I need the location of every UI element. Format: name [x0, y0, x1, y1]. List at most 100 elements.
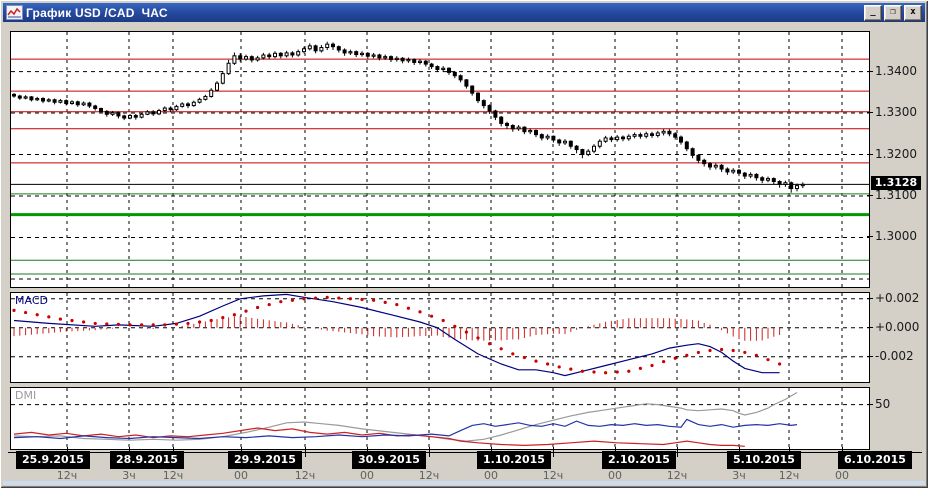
candle — [29, 96, 34, 101]
candle — [592, 145, 596, 152]
macd-signal-dot — [546, 362, 550, 366]
candle — [516, 126, 521, 130]
candle — [23, 96, 28, 99]
macd-signal-dot — [105, 322, 109, 326]
candle — [99, 107, 103, 112]
candle — [162, 107, 167, 112]
macd-signal-dot — [198, 320, 202, 324]
candle — [116, 112, 121, 117]
dmi-line-ADX — [13, 391, 798, 442]
candle — [70, 101, 74, 105]
candle — [621, 136, 625, 140]
price-axis-label: 1.3000 — [875, 229, 917, 244]
axis-tick-mark — [867, 326, 873, 328]
price-axis-label: 1.3100 — [875, 187, 917, 202]
candle — [394, 57, 399, 61]
macd-signal-dot — [743, 350, 747, 355]
macd-signal-dot — [348, 297, 352, 301]
candle — [696, 154, 701, 161]
candle — [371, 54, 376, 57]
macd-signal-dot — [256, 305, 260, 310]
macd-signal-dot — [754, 353, 759, 357]
chart-icon — [6, 5, 23, 20]
candle — [423, 60, 428, 65]
candle — [464, 79, 469, 87]
macd-signal-dot — [418, 310, 422, 314]
candle — [441, 67, 446, 70]
dmi-label: DMI — [15, 389, 37, 402]
hour-label: 12ч — [542, 469, 564, 482]
macd-chart[interactable] — [11, 293, 869, 382]
date-box: 5.10.2015 — [727, 451, 801, 469]
maximize-button[interactable]: ❐ — [884, 4, 902, 21]
date-tick-mark — [305, 447, 306, 457]
candle — [568, 140, 573, 147]
candle — [800, 183, 805, 187]
candle — [186, 103, 190, 107]
date-box: 6.10.2015 — [838, 451, 912, 469]
candle — [307, 45, 312, 50]
hour-label: 00 — [608, 469, 622, 482]
date-box: 30.9.2015 — [352, 451, 426, 469]
candle — [52, 99, 57, 103]
candle — [719, 164, 724, 170]
price-chart[interactable] — [11, 32, 869, 287]
candle — [168, 107, 173, 111]
date-box: 1.10.2015 — [477, 451, 551, 469]
candle — [684, 141, 689, 150]
candle — [336, 46, 341, 51]
candle — [122, 115, 127, 119]
candle — [360, 52, 364, 56]
macd-signal-dot — [731, 348, 735, 353]
axis-tick-mark — [867, 355, 873, 357]
candle — [458, 75, 463, 81]
candle — [75, 101, 80, 106]
macd-signal-dot — [696, 350, 701, 355]
candle — [58, 100, 63, 103]
candle — [139, 113, 144, 118]
candle — [174, 105, 179, 111]
candle — [389, 56, 393, 61]
candle — [110, 112, 115, 115]
date-box: 2.10.2015 — [602, 451, 676, 469]
candle — [476, 92, 480, 102]
candle — [290, 52, 295, 56]
date-axis-line — [8, 452, 922, 453]
candle — [151, 111, 156, 115]
candle — [220, 73, 225, 84]
close-button[interactable]: x — [904, 4, 922, 21]
dmi-line-+DI — [13, 427, 745, 447]
macd-signal-dot — [12, 308, 16, 312]
title-bar[interactable]: График USD /CAD ЧАС _ ❐ x — [3, 3, 925, 22]
candle — [597, 140, 602, 147]
macd-signal-dot — [441, 318, 445, 323]
minimize-button[interactable]: _ — [864, 4, 882, 21]
macd-signal-dot — [580, 369, 585, 373]
candle — [771, 178, 776, 182]
macd-signal-dot — [511, 352, 515, 356]
candle — [742, 172, 747, 177]
date-tick-mark — [677, 447, 678, 457]
candle — [87, 102, 92, 107]
candle — [325, 43, 330, 49]
candle — [783, 182, 788, 185]
date-box: 25.9.2015 — [16, 451, 90, 469]
candle — [197, 98, 202, 103]
candle — [690, 148, 695, 156]
macd-panel: MACD — [10, 292, 870, 383]
candle — [673, 133, 678, 138]
dmi-chart[interactable] — [11, 388, 869, 449]
price-panel — [10, 31, 870, 288]
macd-signal-dot — [720, 347, 724, 352]
hour-label: 00 — [234, 469, 248, 482]
candle — [354, 51, 359, 56]
macd-signal-dot — [360, 297, 364, 302]
macd-signal-dot — [569, 367, 573, 371]
macd-signal-dot — [151, 323, 155, 327]
hour-label: 12ч — [162, 469, 184, 482]
candle — [667, 130, 672, 135]
candle — [447, 67, 451, 73]
candle — [638, 134, 643, 137]
candle — [737, 169, 741, 174]
macd-signal-dot — [314, 296, 318, 300]
